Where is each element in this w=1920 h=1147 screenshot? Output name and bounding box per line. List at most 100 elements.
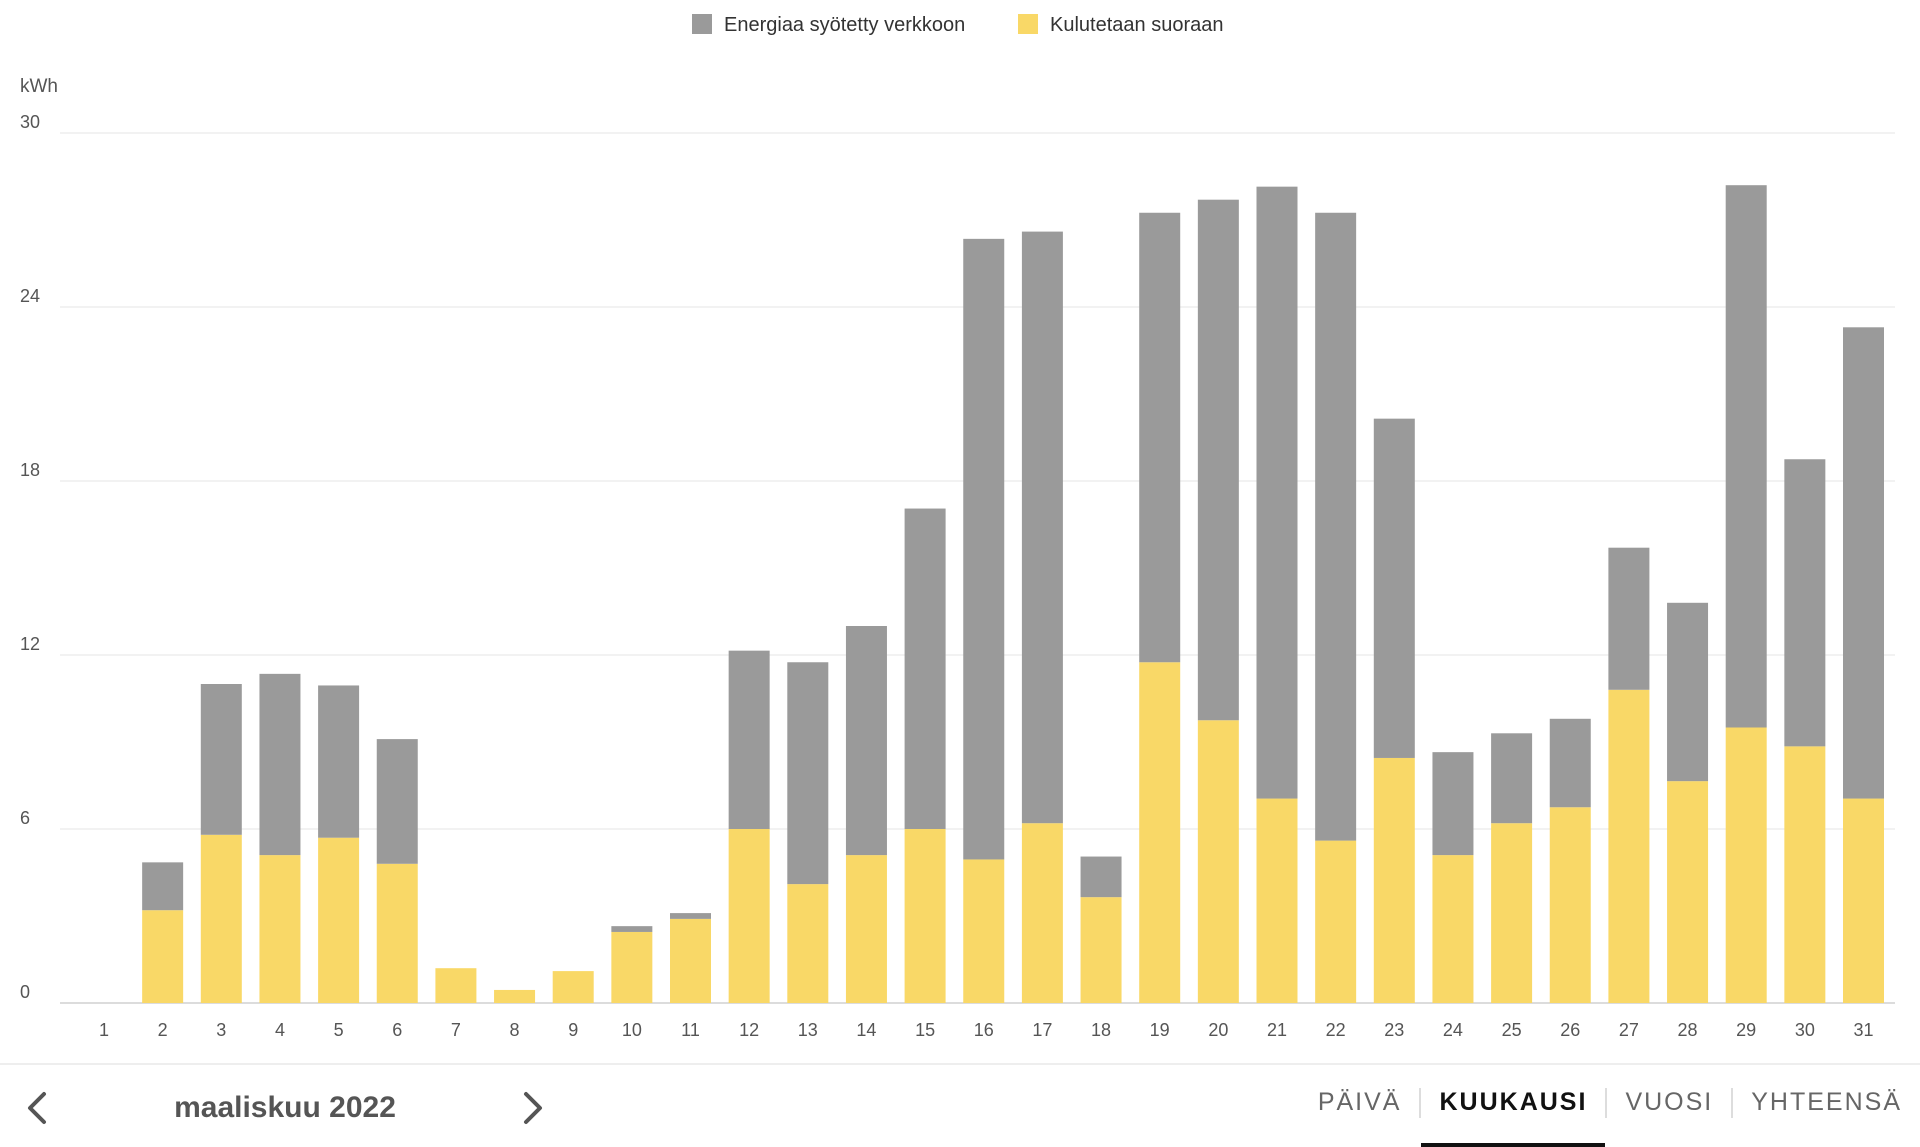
- x-tick-label: 14: [856, 1020, 876, 1040]
- legend-swatch-direct: [1018, 14, 1038, 34]
- bar-direct-consumption[interactable]: [1315, 840, 1357, 1003]
- legend-swatch-grid-feed: [692, 14, 712, 34]
- bar-fed-to-grid[interactable]: [1256, 186, 1298, 799]
- bar-direct-consumption[interactable]: [611, 931, 653, 1003]
- bar-direct-consumption[interactable]: [1080, 897, 1122, 1003]
- bar-fed-to-grid[interactable]: [1197, 199, 1239, 721]
- x-tick-label: 26: [1560, 1020, 1580, 1040]
- bar-direct-consumption[interactable]: [435, 968, 477, 1003]
- bar-direct-consumption[interactable]: [552, 971, 594, 1003]
- bar-fed-to-grid[interactable]: [670, 913, 711, 919]
- bar-direct-consumption[interactable]: [787, 884, 829, 1003]
- bar-fed-to-grid[interactable]: [1843, 327, 1884, 799]
- next-period-button[interactable]: [508, 1083, 558, 1133]
- bar-direct-consumption[interactable]: [1784, 746, 1826, 1003]
- bar-direct-consumption[interactable]: [1608, 689, 1650, 1003]
- bar-fed-to-grid[interactable]: [1608, 547, 1650, 690]
- bar-fed-to-grid[interactable]: [1432, 752, 1474, 856]
- bar-direct-consumption[interactable]: [200, 834, 242, 1003]
- bar-fed-to-grid[interactable]: [1373, 418, 1415, 758]
- x-tick-label: 19: [1150, 1020, 1170, 1040]
- bar-fed-to-grid[interactable]: [1725, 185, 1767, 728]
- x-tick-label: 7: [451, 1020, 461, 1040]
- y-axis-ticks: 0 6 12 18 24 30: [20, 112, 40, 1002]
- bar-fed-to-grid[interactable]: [200, 684, 242, 835]
- bar-fed-to-grid[interactable]: [1021, 231, 1063, 824]
- bar-fed-to-grid[interactable]: [1080, 856, 1122, 898]
- bar-direct-consumption[interactable]: [1256, 798, 1298, 1003]
- x-tick-label: 17: [1032, 1020, 1052, 1040]
- x-tick-label: 9: [568, 1020, 578, 1040]
- bars: [142, 185, 1884, 1003]
- bar-fed-to-grid[interactable]: [259, 673, 301, 856]
- bar-direct-consumption[interactable]: [1021, 823, 1063, 1003]
- bar-direct-consumption[interactable]: [494, 989, 536, 1003]
- bar-fed-to-grid[interactable]: [1491, 733, 1533, 824]
- bar-fed-to-grid[interactable]: [1667, 602, 1709, 782]
- bar-direct-consumption[interactable]: [904, 829, 946, 1003]
- tab-year[interactable]: VUOSI: [1625, 1088, 1714, 1116]
- bar-fed-to-grid[interactable]: [845, 626, 887, 856]
- x-tick-label: 11: [681, 1020, 700, 1040]
- tab-month[interactable]: KUUKAUSI: [1421, 1085, 1606, 1147]
- y-tick-label: 0: [20, 982, 30, 1002]
- bar-fed-to-grid[interactable]: [318, 685, 360, 838]
- bar-fed-to-grid[interactable]: [1315, 212, 1357, 841]
- bar-direct-consumption[interactable]: [1139, 662, 1181, 1003]
- bar-fed-to-grid[interactable]: [142, 862, 184, 911]
- bar-direct-consumption[interactable]: [142, 910, 184, 1003]
- bar-direct-consumption[interactable]: [963, 859, 1005, 1003]
- bar-fed-to-grid[interactable]: [376, 739, 418, 864]
- period-label: maaliskuu 2022: [174, 1091, 396, 1124]
- bar-fed-to-grid[interactable]: [963, 238, 1005, 860]
- legend-label-direct: Kulutetaan suoraan: [1050, 14, 1223, 36]
- energy-chart: Energiaa syötetty verkkoon Kulutetaan su…: [20, 14, 1895, 1040]
- legend-label-grid-feed: Energiaa syötetty verkkoon: [724, 14, 965, 36]
- x-axis-ticks: 1 2 3 4 5 6 7 8 9 10 11 12 13 14 15 16 17 18 19 20 21 22 23 24 2…: [99, 1020, 1874, 1040]
- bar-fed-to-grid[interactable]: [1784, 459, 1826, 747]
- bar-direct-consumption[interactable]: [1549, 807, 1591, 1003]
- bar-direct-consumption[interactable]: [1197, 720, 1239, 1003]
- x-tick-label: 13: [798, 1020, 818, 1040]
- bar-direct-consumption[interactable]: [1667, 781, 1709, 1003]
- bar-direct-consumption[interactable]: [1373, 757, 1415, 1003]
- bar-fed-to-grid[interactable]: [1549, 718, 1591, 808]
- x-tick-label: 3: [216, 1020, 226, 1040]
- chevron-left-icon: [28, 1092, 46, 1124]
- x-tick-label: 22: [1326, 1020, 1346, 1040]
- bar-direct-consumption[interactable]: [1843, 798, 1884, 1003]
- bar-fed-to-grid[interactable]: [611, 926, 653, 932]
- previous-period-button[interactable]: [12, 1083, 62, 1133]
- y-tick-label: 6: [20, 808, 30, 828]
- chart-legend: Energiaa syötetty verkkoon Kulutetaan su…: [692, 14, 1223, 36]
- chevron-right-icon: [524, 1092, 542, 1124]
- bar-direct-consumption[interactable]: [670, 918, 711, 1003]
- x-tick-label: 20: [1208, 1020, 1228, 1040]
- x-tick-label: 1: [99, 1020, 109, 1040]
- bar-fed-to-grid[interactable]: [728, 650, 770, 829]
- bar-fed-to-grid[interactable]: [787, 662, 829, 885]
- bar-direct-consumption[interactable]: [845, 855, 887, 1003]
- x-tick-label: 4: [275, 1020, 285, 1040]
- x-tick-label: 21: [1267, 1020, 1287, 1040]
- x-tick-label: 15: [915, 1020, 935, 1040]
- x-tick-label: 8: [510, 1020, 520, 1040]
- tab-day[interactable]: PÄIVÄ: [1317, 1088, 1402, 1116]
- bar-direct-consumption[interactable]: [376, 863, 418, 1003]
- bar-fed-to-grid[interactable]: [904, 508, 946, 829]
- bar-direct-consumption[interactable]: [318, 837, 360, 1003]
- bar-direct-consumption[interactable]: [259, 855, 301, 1003]
- bar-direct-consumption[interactable]: [1432, 855, 1474, 1003]
- bar-direct-consumption[interactable]: [728, 829, 770, 1003]
- y-tick-label: 18: [20, 460, 40, 480]
- x-tick-label: 25: [1502, 1020, 1522, 1040]
- bar-direct-consumption[interactable]: [1725, 727, 1767, 1004]
- x-tick-label: 29: [1736, 1020, 1756, 1040]
- tab-total[interactable]: YHTEENSÄ: [1751, 1088, 1902, 1116]
- x-tick-label: 16: [974, 1020, 994, 1040]
- x-tick-label: 24: [1443, 1020, 1463, 1040]
- x-tick-label: 30: [1795, 1020, 1815, 1040]
- x-tick-label: 6: [392, 1020, 402, 1040]
- bar-direct-consumption[interactable]: [1491, 823, 1533, 1003]
- bar-fed-to-grid[interactable]: [1139, 212, 1181, 663]
